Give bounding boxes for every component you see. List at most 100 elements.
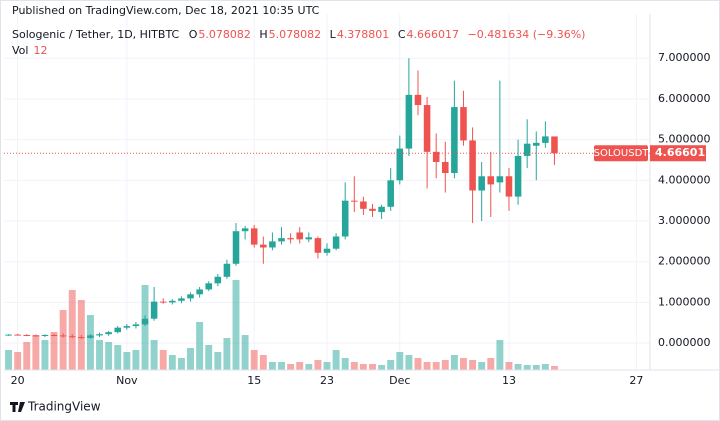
volume-bar <box>469 360 477 370</box>
candle-body <box>523 143 531 156</box>
candle-body <box>542 136 549 143</box>
candle-body <box>68 336 76 338</box>
volume-bar <box>423 362 431 370</box>
volume-bar <box>287 364 295 370</box>
candle-body <box>505 176 513 197</box>
volume-pane <box>5 280 558 370</box>
candle-body <box>432 151 440 163</box>
candle-body <box>114 327 122 333</box>
volume-bar <box>23 342 31 370</box>
volume-bar <box>268 362 276 370</box>
volume-bar <box>523 365 531 370</box>
x-tick-label: 20 <box>11 374 25 387</box>
candle-body <box>123 326 131 328</box>
candle-body <box>132 324 140 327</box>
volume-bar <box>396 352 404 370</box>
volume-bar <box>278 362 285 370</box>
volume-bar <box>432 362 440 370</box>
candle-body <box>205 283 212 290</box>
volume-bar <box>323 362 331 370</box>
volume-bar <box>514 364 522 370</box>
volume-bar <box>450 355 458 370</box>
grid <box>4 14 650 370</box>
candle-body <box>178 298 185 301</box>
change: −0.481634 (−9.36%) <box>467 28 586 41</box>
candle-body <box>332 236 340 249</box>
volume-bar <box>314 360 322 370</box>
candle-body <box>14 334 21 336</box>
volume-bar <box>68 290 76 370</box>
candle-body <box>23 334 31 336</box>
symbol-title: Sologenic / Tether, 1D, HITBTC <box>12 28 180 41</box>
y-tick-label: 0.000000 <box>658 336 711 349</box>
volume-bar <box>96 340 103 370</box>
candle-body <box>442 162 449 174</box>
brand-icon <box>10 402 25 412</box>
x-tick-label: 15 <box>247 374 261 387</box>
volume-legend: Vol 12 <box>12 44 52 57</box>
volume-bar <box>50 332 58 370</box>
volume-bar <box>332 350 340 370</box>
candle-body <box>287 238 294 240</box>
volume-bar <box>378 365 386 370</box>
volume-label: Vol <box>12 44 29 57</box>
candle-body <box>5 334 12 336</box>
volume-bar <box>205 345 213 370</box>
volume-bar <box>196 322 204 370</box>
candle-body <box>532 142 540 146</box>
legend: Sologenic / Tether, 1D, HITBTC O5.078082… <box>12 28 590 41</box>
candle-body <box>141 318 149 325</box>
candle-body <box>487 176 495 185</box>
volume-bar <box>177 358 185 370</box>
candles <box>5 58 558 340</box>
volume-bar <box>414 358 422 370</box>
volume-bar <box>159 350 167 370</box>
candle-body <box>396 148 404 181</box>
y-tick-label: 3.000000 <box>658 214 711 227</box>
x-tick-label: 13 <box>502 374 516 387</box>
candle-body <box>351 200 358 202</box>
volume-bar <box>296 362 304 370</box>
volume-bar <box>405 355 413 370</box>
volume-bar <box>41 340 49 370</box>
y-tick-label: 7.000000 <box>658 51 711 64</box>
ohlc-label: C <box>397 28 406 41</box>
y-tick-label: 1.000000 <box>658 295 711 308</box>
candle-body <box>551 136 558 154</box>
ohlc-label: H <box>259 28 268 41</box>
symbol-tag-label: SOLOUSDT <box>594 148 650 159</box>
volume-bar <box>305 364 313 370</box>
volume-bar <box>86 315 94 370</box>
candle-body <box>159 301 167 303</box>
volume-bar <box>387 360 395 370</box>
volume-bar <box>187 348 194 370</box>
volume-bar <box>132 350 140 370</box>
candle-body <box>214 276 222 284</box>
candle-body <box>187 294 194 299</box>
candle-body <box>341 200 349 237</box>
volume-bar <box>532 365 540 370</box>
candle-body <box>232 231 240 264</box>
candle-body <box>387 180 394 207</box>
candle-body <box>305 237 313 240</box>
candle-body <box>87 335 94 338</box>
volume-bar <box>487 358 495 370</box>
volume-bar <box>250 350 258 370</box>
candle-body <box>250 228 258 245</box>
candle-body <box>360 201 367 209</box>
candle-body <box>460 107 467 141</box>
y-tick-label: 4.000000 <box>658 173 711 186</box>
candle-body <box>96 334 103 336</box>
candle-body <box>105 332 112 335</box>
candle-body <box>405 94 413 149</box>
candle-body <box>260 244 267 248</box>
x-tick-label: Nov <box>116 374 138 387</box>
ohlc-value: 4.666017 <box>406 28 460 41</box>
volume-bar <box>14 352 22 370</box>
candle-body <box>50 334 58 336</box>
volume-bar <box>496 340 504 370</box>
volume-bar <box>5 350 13 370</box>
volume-bar <box>460 358 467 370</box>
volume-bar <box>168 355 176 370</box>
